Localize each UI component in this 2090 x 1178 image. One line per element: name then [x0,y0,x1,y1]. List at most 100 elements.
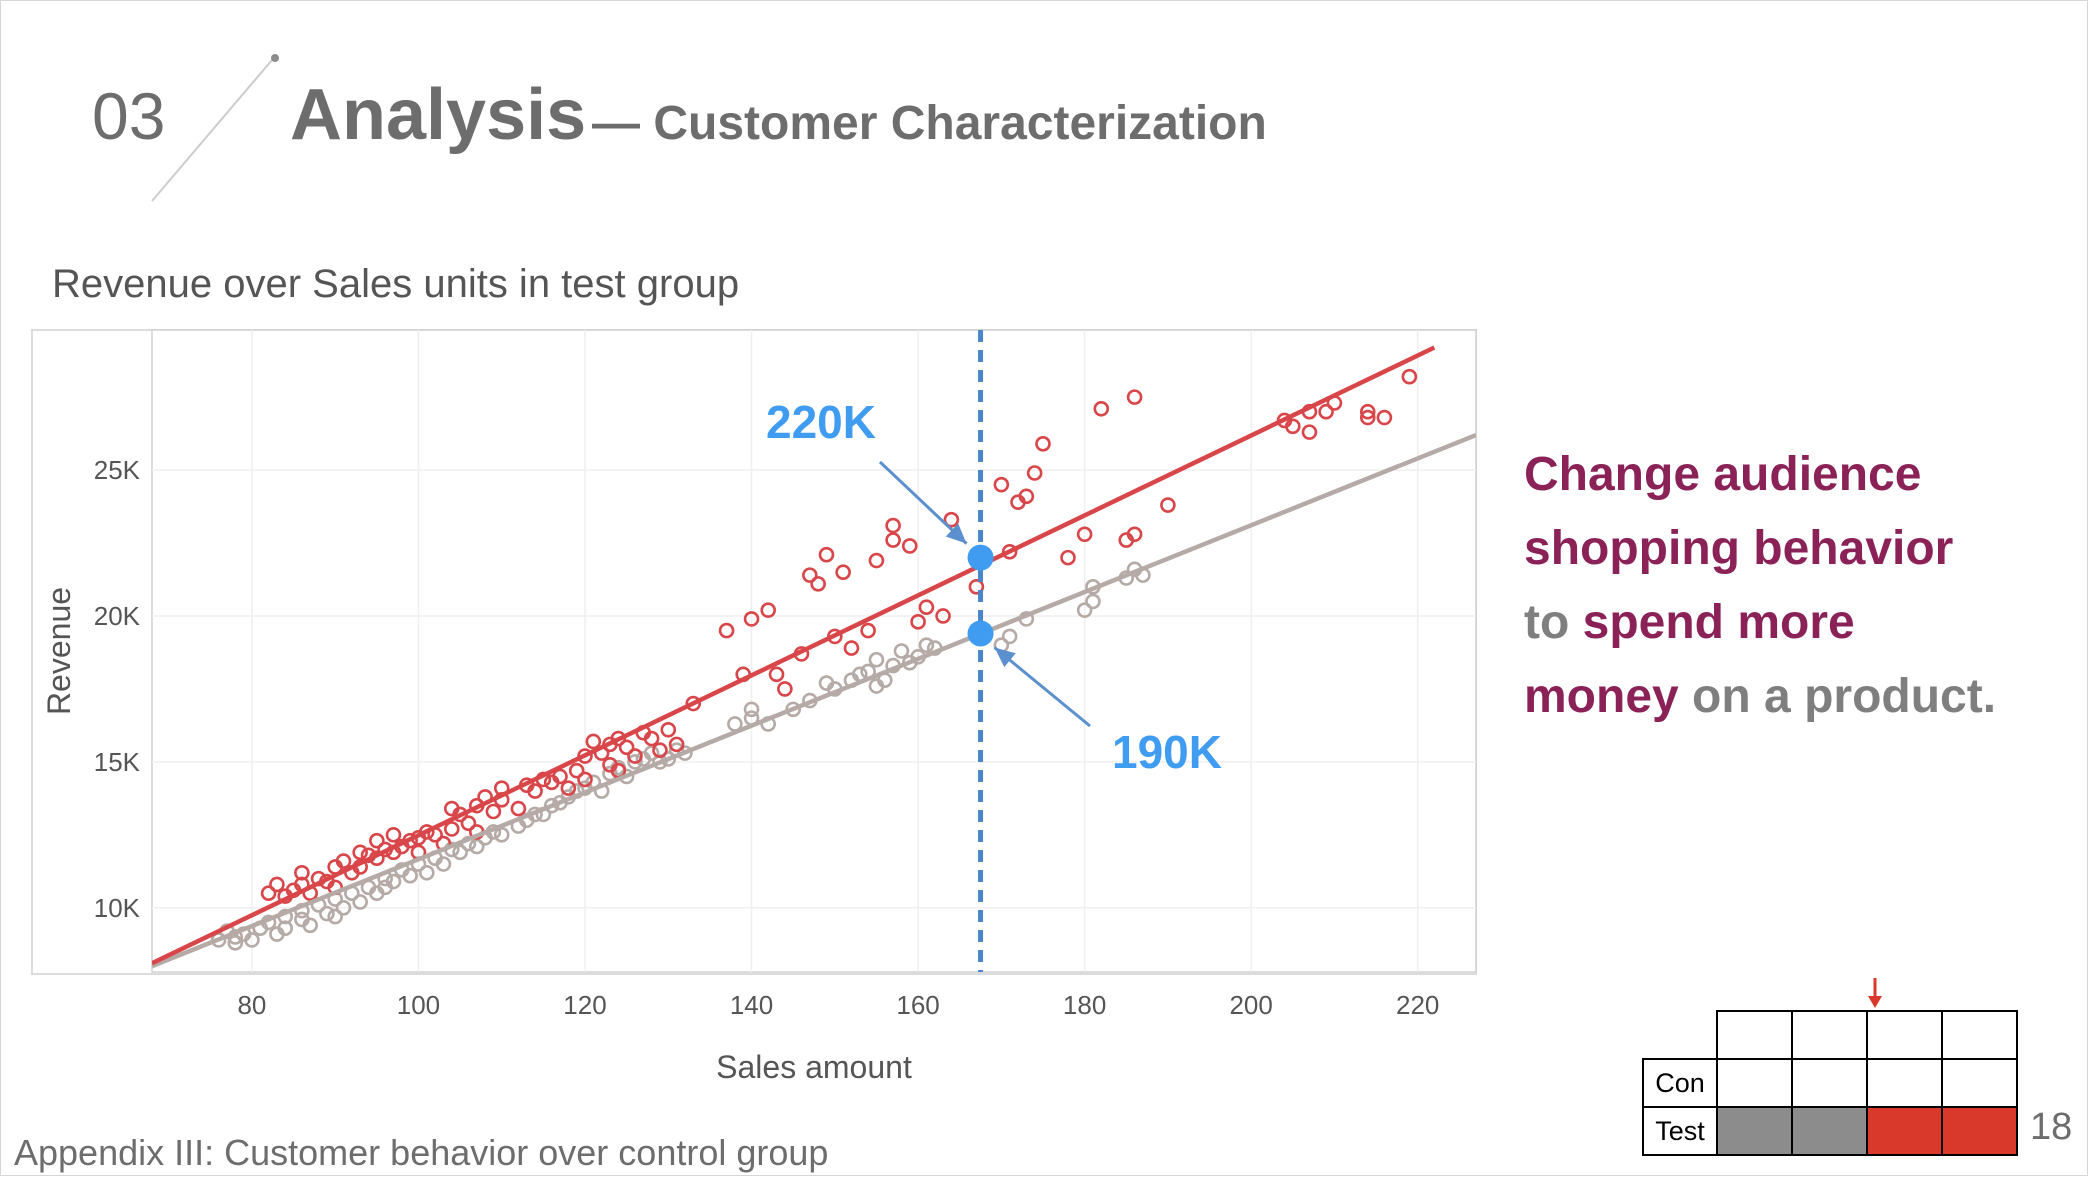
y-tick-label: 10K [94,893,141,923]
down-arrow-icon [1868,978,1882,1008]
data-point [527,783,543,799]
data-point [1285,418,1301,435]
data-point [460,815,477,831]
y-tick-label: 15K [94,747,141,777]
data-point [1401,368,1418,385]
data-point [660,751,677,767]
data-point [277,920,294,937]
data-point [777,681,793,697]
data-point [1160,497,1176,513]
data-point [335,899,352,916]
data-point [418,864,435,881]
x-tick-label: 220 [1396,990,1439,1020]
data-point [835,564,851,581]
data-point [560,780,577,796]
title-slash-decoration [151,54,279,202]
message-line-3: to spend more [1524,596,1855,649]
data-point [918,637,935,653]
data-point [810,576,826,592]
data-point [943,511,960,528]
data-point [868,651,885,668]
trend-line [152,432,1476,969]
data-point [1126,389,1143,405]
data-point [577,771,593,788]
data-point [369,832,385,849]
data-point [818,546,835,563]
data-point [435,856,452,872]
appendix-footer: Appendix III: Customer behavior over con… [14,1132,829,1173]
data-point [552,768,568,785]
data-point [668,736,685,753]
message-line-2: shopping behavior [1524,522,1954,575]
data-point [901,538,918,554]
chart-title: Revenue over Sales units in test group [52,262,740,306]
data-point [643,730,660,747]
message-line-4: money on a product. [1524,670,1997,723]
table-row: Test [1642,1106,2018,1156]
x-tick-label: 120 [563,990,606,1020]
data-point [385,873,402,890]
data-point [1076,602,1093,618]
table-row [1643,1010,2018,1060]
data-point [319,905,335,922]
data-point [885,517,901,534]
x-tick-label: 80 [237,990,266,1020]
data-point [1093,400,1110,417]
data-point [618,739,635,756]
data-point [485,803,502,820]
experiment-progress-table: Con Test [1642,1010,2018,1156]
data-point [1359,409,1376,426]
cell-red [1941,1106,2018,1156]
x-tick-label: 180 [1063,990,1106,1020]
marker-point-190k [967,620,994,647]
data-point [968,578,985,595]
row-label-control: Con [1642,1058,1718,1108]
x-tick-label: 160 [896,990,939,1020]
y-tick-label: 20K [94,601,141,631]
data-point [1359,403,1376,420]
data-point [918,599,935,616]
data-point [993,476,1010,493]
data-point [1018,488,1035,505]
data-point [260,885,277,902]
callout-label-190k: 190K [1112,726,1222,778]
data-point [302,917,319,934]
data-point [643,745,660,761]
data-point [1060,549,1076,566]
data-point [893,643,910,659]
data-point [627,754,643,770]
data-point [1318,403,1334,420]
data-point [1085,593,1101,610]
data-point [327,908,343,925]
data-point [443,821,460,837]
data-point [269,876,285,893]
data-point [1126,526,1143,543]
marker-point-220k [967,544,994,571]
data-point [543,797,560,814]
revenue-scatter-chart: 80 100 120 140 160 180 200 220 10K 15K 20K 25K Sales… [31,329,1477,1085]
y-tick-label: 25K [94,455,141,485]
data-point [843,640,860,656]
key-message: Change audience shopping behavior to spe… [1524,438,2064,734]
data-point [718,622,735,639]
data-point [768,666,785,683]
table-row: Con [1642,1058,2018,1108]
page-subtitle: — Customer Characterization [592,97,1267,150]
cell-red [1866,1106,1943,1156]
data-point [452,844,468,861]
data-point [1026,465,1043,481]
data-point [585,733,602,750]
data-point [468,838,485,855]
data-point [885,532,901,548]
data-point [652,742,668,759]
section-number: 03 [92,79,166,153]
data-point [1001,628,1018,645]
data-point [1076,526,1093,543]
data-point [860,622,876,639]
data-point [294,864,310,881]
cell-gray [1716,1106,1793,1156]
data-point [568,762,585,779]
callout-label-220k: 220K [766,396,876,448]
y-axis-label: Revenue [41,587,77,715]
x-tick-label: 200 [1229,990,1272,1020]
